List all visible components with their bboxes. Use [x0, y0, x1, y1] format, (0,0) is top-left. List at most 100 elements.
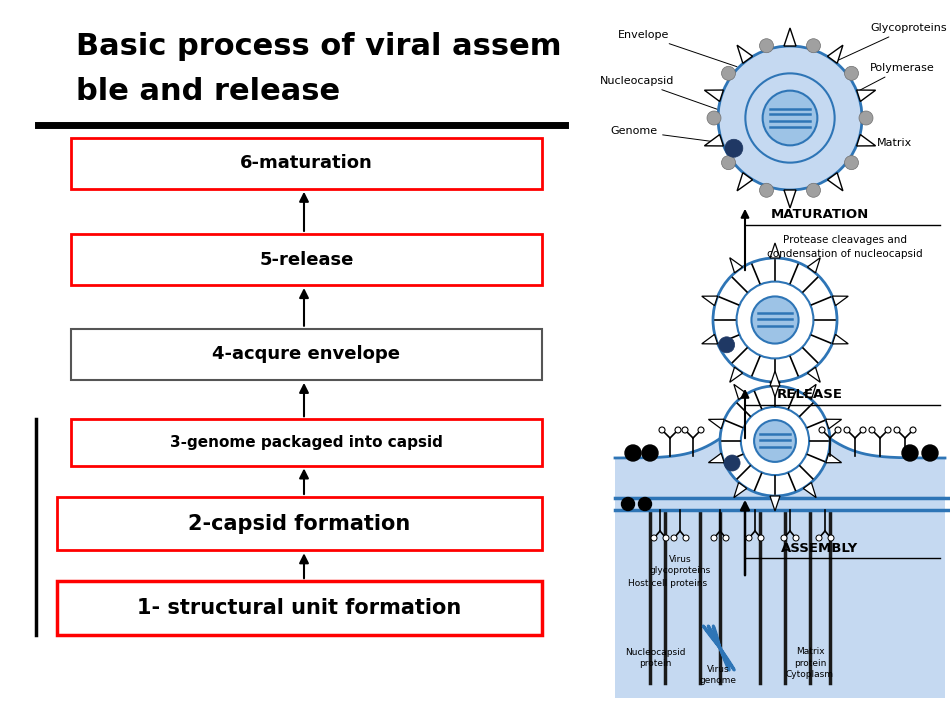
Circle shape [816, 535, 822, 541]
Polygon shape [808, 257, 820, 273]
Text: Basic process of viral assem: Basic process of viral assem [76, 32, 561, 61]
Polygon shape [733, 384, 747, 399]
Text: ASSEMBLY: ASSEMBLY [781, 541, 859, 555]
Polygon shape [737, 45, 752, 63]
Circle shape [698, 427, 704, 433]
Polygon shape [770, 243, 780, 258]
Circle shape [663, 535, 669, 541]
Circle shape [625, 445, 641, 461]
Text: Matrix: Matrix [859, 138, 912, 148]
Circle shape [713, 258, 837, 382]
Text: Glycoproteins: Glycoproteins [837, 23, 946, 61]
Text: Matrix
protein
Cytoplasm: Matrix protein Cytoplasm [786, 647, 834, 679]
Polygon shape [737, 173, 752, 191]
Circle shape [724, 455, 740, 471]
Circle shape [859, 111, 873, 125]
Circle shape [844, 427, 850, 433]
Polygon shape [832, 296, 848, 306]
Circle shape [885, 427, 891, 433]
Bar [71, 234, 542, 285]
Circle shape [683, 535, 689, 541]
Bar [615, 458, 945, 513]
Circle shape [807, 39, 821, 53]
Polygon shape [826, 453, 842, 463]
Circle shape [902, 445, 918, 461]
Text: Envelope: Envelope [618, 30, 737, 67]
Bar [71, 138, 542, 189]
Circle shape [758, 535, 764, 541]
Circle shape [922, 445, 938, 461]
Polygon shape [808, 367, 820, 382]
Text: Nucleocapsid
protein: Nucleocapsid protein [625, 648, 685, 668]
Circle shape [638, 498, 652, 511]
Bar [71, 419, 542, 466]
Circle shape [741, 407, 809, 475]
Text: ble and release: ble and release [76, 77, 340, 106]
Bar [57, 497, 542, 550]
Text: 4-acqure envelope: 4-acqure envelope [213, 345, 400, 364]
Text: Virus
genome: Virus genome [699, 665, 736, 685]
Text: Virus
glycoproteins: Virus glycoproteins [650, 555, 711, 575]
Polygon shape [832, 334, 848, 344]
Circle shape [828, 535, 834, 541]
Circle shape [860, 427, 866, 433]
Text: MATURATION: MATURATION [770, 208, 869, 222]
Circle shape [835, 427, 841, 433]
Circle shape [759, 183, 773, 198]
Circle shape [894, 427, 900, 433]
Circle shape [746, 535, 752, 541]
Polygon shape [770, 496, 780, 511]
Polygon shape [770, 382, 780, 397]
Text: Protease cleavages and: Protease cleavages and [783, 235, 907, 245]
Text: 6-maturation: 6-maturation [240, 154, 372, 173]
Circle shape [707, 111, 721, 125]
Circle shape [723, 535, 729, 541]
Circle shape [819, 427, 825, 433]
Circle shape [651, 535, 657, 541]
Circle shape [869, 427, 875, 433]
Circle shape [621, 498, 635, 511]
Circle shape [746, 73, 835, 163]
Circle shape [845, 66, 859, 81]
Text: Nucleocapsid: Nucleocapsid [600, 76, 719, 110]
Polygon shape [770, 371, 780, 386]
Polygon shape [857, 90, 876, 101]
Circle shape [725, 139, 743, 158]
Text: Host cell proteins: Host cell proteins [628, 578, 707, 588]
Text: 2-capsid formation: 2-capsid formation [188, 513, 410, 534]
Circle shape [910, 427, 916, 433]
Text: 1- structural unit formation: 1- structural unit formation [137, 597, 462, 618]
Circle shape [659, 427, 665, 433]
Text: Polymerase: Polymerase [857, 63, 935, 91]
Polygon shape [827, 173, 843, 191]
Circle shape [718, 46, 862, 190]
Text: 3-genome packaged into capsid: 3-genome packaged into capsid [170, 435, 443, 450]
Circle shape [682, 427, 688, 433]
Polygon shape [730, 257, 743, 273]
Bar [57, 581, 542, 635]
Polygon shape [702, 334, 717, 344]
Circle shape [720, 386, 830, 496]
Polygon shape [704, 135, 723, 146]
Circle shape [721, 66, 735, 81]
Circle shape [781, 535, 787, 541]
Circle shape [711, 535, 717, 541]
Bar [615, 498, 945, 698]
Polygon shape [733, 483, 747, 498]
Polygon shape [702, 296, 717, 306]
Circle shape [642, 445, 658, 461]
Circle shape [736, 282, 813, 359]
Bar [71, 329, 542, 380]
Text: Genome: Genome [610, 126, 722, 143]
Circle shape [721, 155, 735, 170]
Polygon shape [827, 45, 843, 63]
Circle shape [793, 535, 799, 541]
Text: RELEASE: RELEASE [777, 389, 843, 401]
Circle shape [845, 155, 859, 170]
Polygon shape [730, 367, 743, 382]
Circle shape [718, 337, 734, 353]
Polygon shape [804, 483, 816, 498]
Circle shape [675, 427, 681, 433]
Polygon shape [826, 419, 842, 429]
Circle shape [754, 420, 796, 462]
